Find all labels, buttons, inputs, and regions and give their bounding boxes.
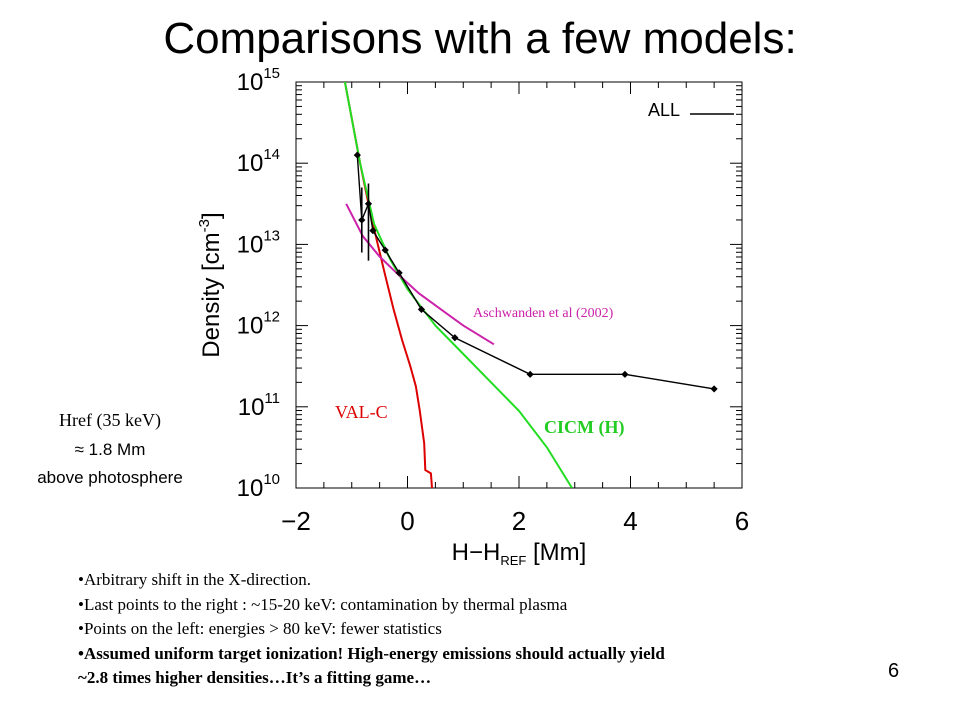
- data-line: [356, 155, 715, 390]
- cicm-label: CICM (H): [544, 417, 624, 438]
- href-reference-label: above photosphere: [37, 468, 183, 487]
- y-tick-label: 1011: [238, 390, 280, 421]
- bullet-item: •Assumed uniform target ionization! High…: [78, 643, 665, 663]
- slide-title: Comparisons with a few models:: [163, 14, 797, 63]
- aschwanden-label: Aschwanden et al (2002): [473, 306, 614, 321]
- y-tick-label: 1012: [237, 309, 280, 340]
- bullet-item: ~2.8 times higher densities…It’s a fitti…: [78, 668, 432, 687]
- data-point: [364, 200, 373, 208]
- data-point: [526, 370, 534, 378]
- data-point: [381, 246, 389, 254]
- data-point: [417, 305, 426, 313]
- plot-frame: [295, 81, 743, 489]
- data-point: [621, 370, 629, 378]
- x-axis-label: H−HREF [Mm]: [452, 539, 587, 568]
- x-tick-label: −2: [281, 506, 311, 536]
- val-c-curve: [343, 82, 433, 488]
- data-point: [710, 385, 718, 393]
- legend-label: ALL: [648, 100, 680, 120]
- y-tick-label: 1014: [237, 146, 280, 177]
- bullet-list: •Arbitrary shift in the X-direction. •La…: [78, 568, 938, 691]
- data-point: [353, 151, 361, 159]
- href-height-label: ≈ 1.8 Mm: [74, 440, 146, 459]
- bullet-item: •Points on the left: energies > 80 keV: …: [78, 619, 442, 638]
- data-point: [395, 269, 403, 277]
- val-c-label: VAL-C: [335, 402, 388, 422]
- x-tick-label: 4: [623, 506, 637, 536]
- data-point: [358, 216, 366, 224]
- href-energy-label: Href (35 keV): [59, 410, 161, 430]
- data-point: [451, 334, 459, 342]
- y-axis-label: Density [cm-3]: [196, 212, 225, 357]
- data-point: [369, 226, 377, 235]
- x-tick-label: 6: [735, 506, 749, 536]
- bullet-item: •Last points to the right : ~15-20 keV: …: [78, 594, 568, 614]
- y-tick-label: 1015: [237, 65, 280, 96]
- bullet-item: •Arbitrary shift in the X-direction.: [78, 570, 312, 589]
- x-tick-label: 0: [400, 506, 414, 536]
- y-tick-label: 1013: [237, 227, 280, 258]
- aschwanden-curve: [345, 203, 495, 346]
- page-number: 6: [888, 660, 900, 682]
- y-tick-label: 1010: [237, 471, 280, 502]
- x-tick-label: 2: [512, 506, 526, 536]
- cicm-curve: [343, 82, 573, 488]
